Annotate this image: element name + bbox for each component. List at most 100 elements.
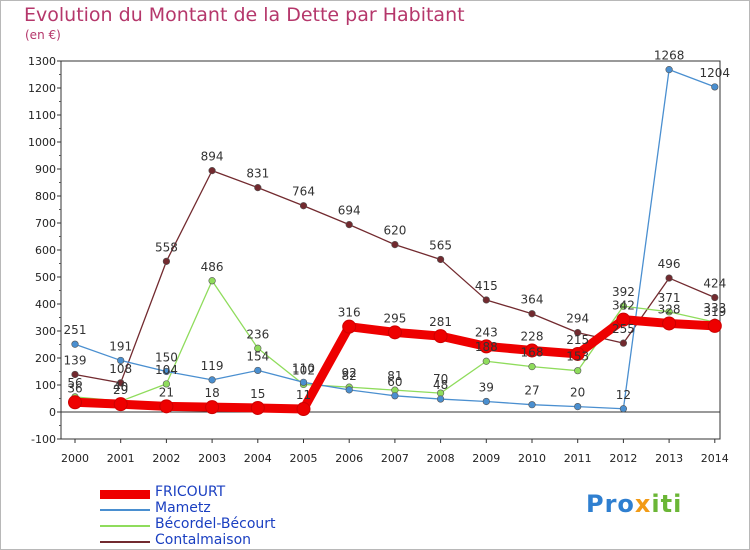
data-point-contalmaison — [437, 255, 445, 264]
data-point-contalmaison — [299, 202, 308, 210]
y-tick-label: 400 — [35, 298, 56, 311]
data-point-fricourt — [205, 400, 220, 415]
chart-title: Evolution du Montant de la Dette par Hab… — [24, 4, 465, 26]
data-point-mametz — [711, 83, 719, 91]
data-point-becordel-becourt — [162, 380, 170, 388]
data-label-contalmaison: 415 — [475, 279, 498, 293]
data-point-becordel-becourt — [208, 277, 216, 285]
data-label-mametz: 110 — [292, 361, 315, 375]
data-point-becordel-becourt — [528, 363, 536, 371]
legend-item-mametz: Mametz — [100, 500, 360, 518]
data-point-contalmaison — [574, 329, 582, 337]
data-label-contalmaison: 496 — [658, 257, 681, 271]
data-point-mametz — [162, 367, 170, 376]
data-label-fricourt: 342 — [612, 299, 635, 313]
legend-label-fricourt: FRICOURT — [155, 484, 226, 500]
x-tick-label: 2004 — [244, 452, 272, 465]
x-tick-label: 2003 — [198, 452, 226, 465]
x-tick-label: 2000 — [61, 452, 89, 465]
data-label-fricourt: 21 — [159, 385, 174, 399]
data-label-contalmaison: 558 — [155, 240, 178, 254]
data-label-fricourt: 215 — [566, 333, 589, 347]
data-point-contalmaison — [619, 339, 628, 347]
y-tick-label: 600 — [35, 244, 56, 257]
data-label-contalmaison: 424 — [703, 277, 726, 291]
proxiti-logo: Proxiti — [586, 490, 683, 518]
y-tick-label: 900 — [35, 163, 56, 176]
data-point-fricourt — [113, 397, 128, 412]
data-point-fricourt — [570, 346, 585, 361]
data-label-mametz: 1268 — [654, 49, 685, 63]
x-tick-label: 2006 — [335, 452, 363, 465]
data-label-becordel-becourt: 92 — [342, 366, 357, 380]
y-tick-label: 300 — [35, 325, 56, 338]
data-point-contalmaison — [665, 274, 673, 282]
y-tick-label: 100 — [35, 379, 56, 392]
data-label-contalmaison: 565 — [429, 238, 452, 252]
data-label-mametz: 60 — [387, 375, 402, 389]
data-point-mametz — [71, 340, 79, 348]
data-label-mametz: 20 — [570, 386, 585, 400]
data-label-fricourt: 36 — [67, 381, 82, 395]
data-point-contalmaison — [345, 221, 353, 229]
y-tick-label: 700 — [35, 217, 56, 230]
data-label-mametz: 154 — [246, 349, 269, 363]
data-label-contalmaison: 831 — [246, 167, 269, 181]
data-label-mametz: 48 — [433, 378, 448, 392]
data-point-contalmaison — [254, 184, 262, 192]
data-label-mametz: 150 — [155, 351, 178, 365]
data-point-mametz — [208, 376, 216, 384]
y-tick-label: 1100 — [28, 109, 56, 122]
data-label-mametz: 1204 — [700, 66, 731, 80]
y-tick-label: 1200 — [28, 82, 56, 95]
legend-swatch-fricourt — [100, 490, 150, 499]
data-point-mametz — [665, 66, 673, 74]
x-tick-label: 2007 — [381, 452, 409, 465]
x-tick-label: 2002 — [152, 452, 180, 465]
data-point-becordel-becourt — [619, 302, 628, 310]
data-label-fricourt: 15 — [250, 387, 265, 401]
data-label-contalmaison: 694 — [338, 204, 361, 218]
data-label-becordel-becourt: 104 — [155, 363, 178, 377]
data-point-becordel-becourt — [254, 344, 262, 352]
data-label-mametz: 12 — [616, 388, 631, 402]
data-point-becordel-becourt — [574, 367, 582, 375]
data-point-fricourt — [159, 399, 174, 414]
legend-item-becordel: Bécordel-Bécourt — [100, 516, 360, 534]
data-point-fricourt — [68, 395, 82, 410]
data-point-fricourt — [662, 316, 677, 331]
data-point-contalmaison — [711, 293, 719, 302]
data-point-fricourt — [525, 343, 539, 358]
legend-label-contalmaison: Contalmaison — [155, 532, 252, 548]
data-label-fricourt: 243 — [475, 325, 498, 339]
x-tick-label: 2011 — [564, 452, 592, 465]
data-label-mametz: 191 — [109, 339, 132, 353]
x-tick-label: 2009 — [472, 452, 500, 465]
data-label-contalmaison: 894 — [201, 150, 224, 164]
y-tick-label: 200 — [35, 352, 56, 365]
data-label-mametz: 119 — [201, 359, 224, 373]
data-point-fricourt — [433, 329, 448, 344]
data-point-mametz — [299, 378, 308, 386]
y-tick-label: 500 — [35, 271, 56, 284]
data-point-mametz — [482, 397, 490, 406]
data-label-contalmaison: 620 — [383, 224, 406, 238]
data-label-becordel-becourt: 56 — [67, 376, 82, 390]
data-point-mametz — [345, 386, 353, 394]
data-point-contalmaison — [528, 310, 536, 318]
data-point-mametz — [391, 392, 399, 400]
data-point-contalmaison — [391, 241, 399, 249]
y-tick-label: 0 — [49, 406, 56, 419]
data-point-contalmaison — [162, 257, 170, 265]
data-label-becordel-becourt: 168 — [521, 346, 544, 360]
x-tick-label: 2013 — [655, 452, 683, 465]
data-label-becordel-becourt: 102 — [292, 363, 315, 377]
data-label-fricourt: 29 — [113, 383, 128, 397]
x-tick-label: 2010 — [518, 452, 546, 465]
data-label-fricourt: 319 — [703, 305, 726, 319]
data-point-becordel-becourt — [482, 357, 490, 365]
legend-item-fricourt: FRICOURT — [100, 484, 360, 502]
data-label-becordel-becourt: 236 — [246, 327, 269, 341]
data-label-becordel-becourt: 486 — [201, 260, 224, 274]
